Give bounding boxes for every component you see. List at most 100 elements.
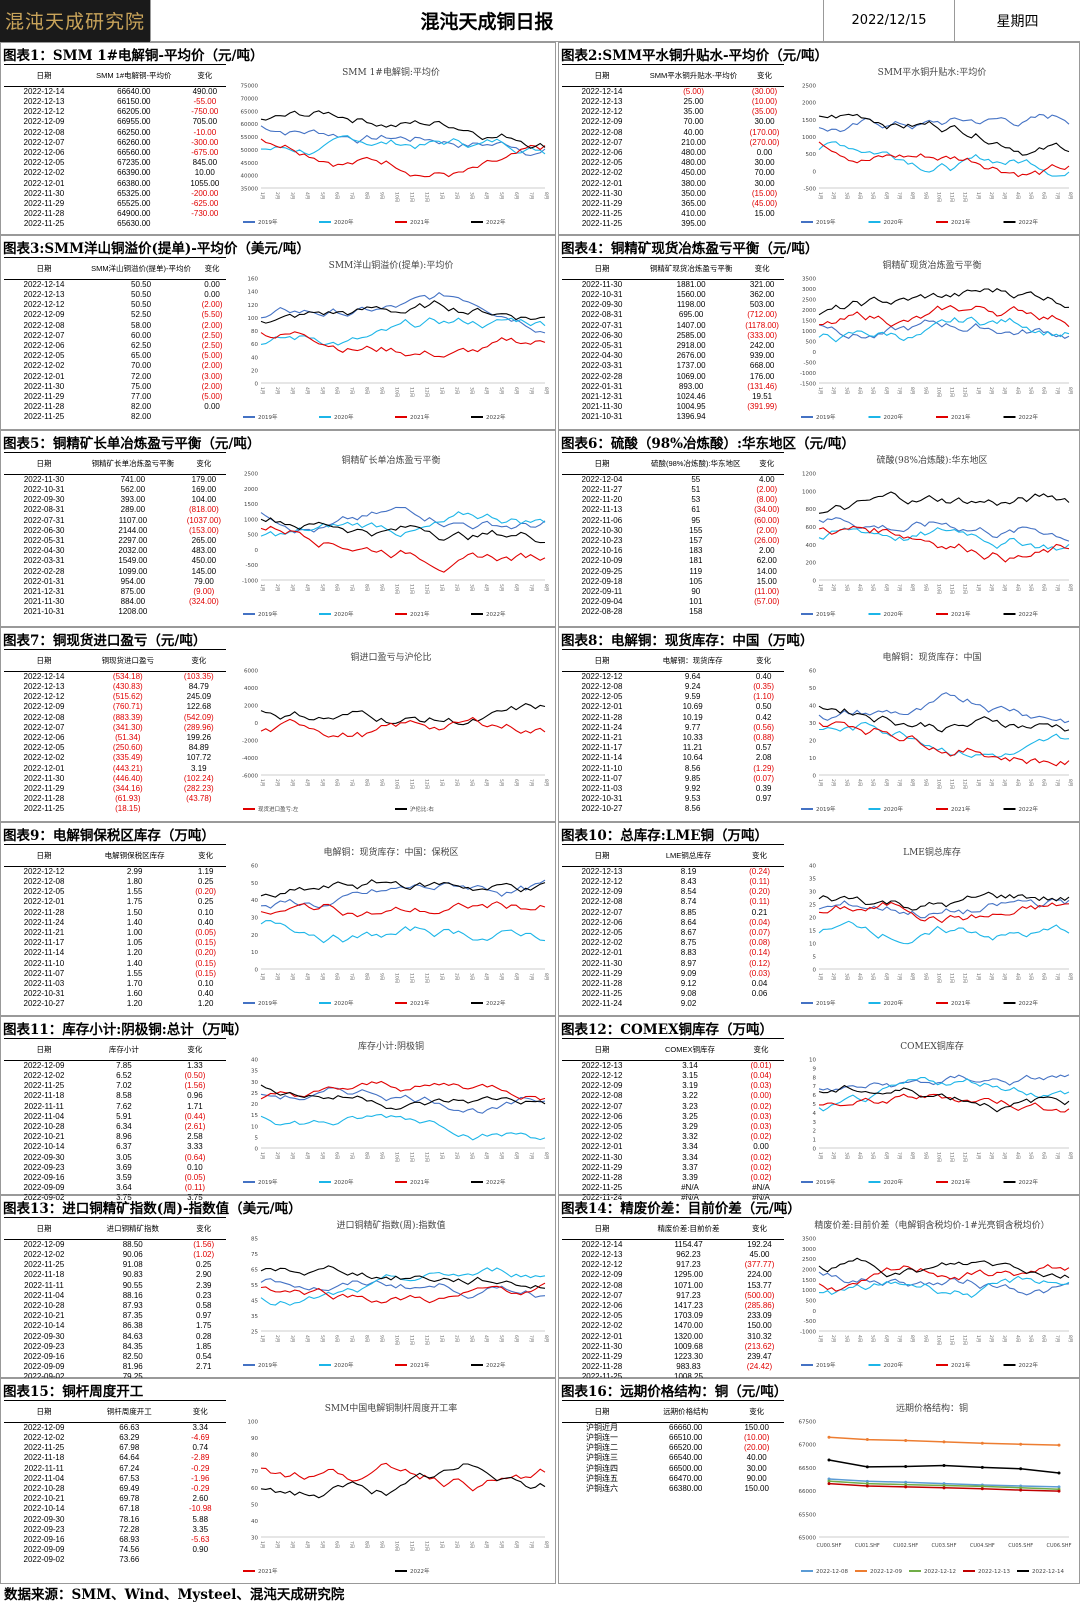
table-cell: (446.40) — [112, 773, 143, 783]
x-tick-label: 4月 — [1014, 973, 1020, 980]
y-tick-label: -1500 — [800, 382, 816, 388]
table-row: 2022-11-28 3.39 (0.02) — [562, 1173, 784, 1183]
x-tick-label: 7月 — [349, 1335, 355, 1342]
table-cell: 1.75 — [195, 1321, 212, 1331]
table-cell: 2022-09-16 — [23, 1172, 65, 1182]
table-cell: (43.78) — [186, 794, 212, 804]
table-cell: 3.35 — [192, 1524, 209, 1534]
x-tick-label: 1月 — [438, 1335, 444, 1342]
table-cell: 2022-12-07 — [23, 722, 65, 732]
table-cell: 1417.23 — [674, 1301, 703, 1311]
x-tick-label: 7月 — [528, 779, 534, 786]
x-tick-label: 1月 — [817, 584, 823, 591]
table-row: 2022-11-30 741.00 179.00 — [4, 475, 226, 486]
table-row: 2022-10-28 87.93 0.58 — [4, 1301, 226, 1311]
x-tick-label: 6月 — [334, 387, 340, 394]
table-cell: -55.00 — [193, 97, 217, 107]
table-cell: 1.20 — [126, 948, 143, 958]
table-row: 2022-11-18 64.64 -2.89 — [4, 1453, 226, 1463]
table-cell: 2022-12-06 — [23, 341, 65, 351]
table-cell: #N/A — [681, 1193, 699, 1203]
table-cell: 2022-11-13 — [581, 505, 623, 515]
table-cell: 2022-11-30 — [581, 958, 623, 968]
table-cell: 2022-09-30 — [23, 1331, 65, 1341]
data-table: 日期 SMM平水铜升贴水-平均价 变化 2022-12-14 (5.00) (30.00)… — [562, 64, 784, 229]
x-tick-label: 2月 — [274, 1541, 280, 1548]
x-tick-label: 4月 — [1014, 584, 1020, 591]
panel-title: 图表1：SMM 1#电解铜-平均价（元/吨） — [3, 48, 264, 64]
table-row: 2022-09-30 1198.00 503.00 — [562, 300, 784, 310]
table-cell: 2022-12-05 — [23, 158, 65, 168]
x-tick-label: 2月 — [274, 1335, 280, 1342]
x-tick-label: 2月 — [988, 779, 994, 786]
table-cell: 40.00 — [683, 127, 704, 137]
report-date: 2022/12/15 — [851, 13, 927, 28]
x-tick-label: 4月 — [856, 584, 862, 591]
table-cell: 66205.00 — [117, 107, 151, 117]
table-cell: 2022-09-23 — [23, 1341, 65, 1351]
legend-label: 2020年 — [884, 1361, 904, 1369]
x-tick-label: 12月 — [423, 1541, 429, 1551]
table-cell: 69.49 — [119, 1484, 140, 1494]
table-cell: (2.00) — [201, 381, 223, 391]
y-tick-label: 55000 — [241, 135, 259, 141]
table-cell: 2022-11-11 — [24, 1280, 64, 1290]
table-cell: 155 — [689, 525, 703, 535]
table-cell: 87.35 — [122, 1311, 143, 1321]
x-tick-label: 2月 — [988, 973, 994, 980]
y-tick-label: 2000 — [244, 704, 258, 710]
table-cell: 2022-12-12 — [581, 1260, 623, 1270]
series-line — [260, 506, 546, 534]
table-cell: 88.50 — [122, 1240, 143, 1249]
y-tick-label: 0 — [255, 968, 259, 974]
table-cell: (324.00) — [188, 597, 219, 607]
series-line — [260, 517, 546, 544]
table-cell: 954.00 — [120, 576, 146, 586]
table-row: 2022-12-13 3.14 (0.01) — [562, 1061, 784, 1072]
x-tick-label: 6月 — [513, 1152, 519, 1159]
table-cell: 0.23 — [195, 1290, 212, 1300]
table-cell: (10.00) — [744, 1433, 770, 1443]
legend-label: 2021年 — [951, 218, 971, 226]
x-tick-label: 7月 — [896, 973, 902, 980]
table-row: 2022-09-30 3.05 (0.64) — [4, 1153, 226, 1163]
x-tick-label: 5月 — [870, 584, 876, 591]
table-cell: 0.00 — [204, 280, 220, 289]
x-tick-label: 6月 — [1041, 584, 1047, 591]
y-tick-label: 50 — [809, 686, 816, 692]
y-tick-label: 1500 — [802, 1278, 816, 1284]
x-tick-label: 6月 — [883, 584, 889, 591]
table-cell: 741.00 — [120, 475, 146, 484]
legend-label: 2020年 — [884, 413, 904, 421]
x-tick-label: 8月 — [543, 1335, 549, 1342]
table-cell: 0.40 — [755, 672, 772, 681]
table-cell: 66380.00 — [669, 1484, 703, 1494]
x-tick-label: 4月 — [856, 1335, 862, 1342]
table-cell: 705.00 — [192, 117, 218, 127]
table-cell: 2022-10-14 — [23, 1504, 65, 1514]
table-row: 2022-10-21 87.35 0.97 — [4, 1311, 226, 1321]
table-cell: 265.00 — [191, 536, 217, 546]
x-tick-label: 3月 — [289, 584, 295, 591]
series-line — [260, 1278, 546, 1299]
data-table: 日期 硫酸(98%冶炼酸):华东地区 变化 2022-12-04 55 4.00 2022-… — [562, 452, 784, 617]
chart-title: LME铜总库存 — [903, 846, 961, 858]
x-tick-label: 8月 — [909, 387, 915, 394]
table-cell: (0.12) — [749, 958, 770, 968]
table-cell: 2022-08-31 — [581, 310, 623, 320]
legend-label: 2021年 — [951, 999, 971, 1007]
table-row: 2022-11-30 75.00 (2.00) — [4, 382, 226, 392]
table-row: 2022-11-11 67.24 -0.29 — [4, 1464, 226, 1474]
table-cell: 1208.00 — [118, 607, 148, 617]
table-cell: 1024.46 — [676, 391, 706, 401]
y-tick-label: 9 — [813, 1066, 817, 1072]
x-tick-label: 6月 — [513, 973, 519, 980]
table-row: 2022-09-09 74.56 0.90 — [4, 1545, 226, 1555]
table-cell: (5.50) — [201, 310, 223, 320]
table-cell: 210.00 — [681, 137, 706, 147]
table-cell: 2022-11-25 — [23, 804, 65, 814]
table-cell: 82.00 — [131, 412, 152, 422]
table-cell: 2022-10-27 — [581, 804, 623, 814]
x-tick-label: 4月 — [483, 1335, 489, 1342]
